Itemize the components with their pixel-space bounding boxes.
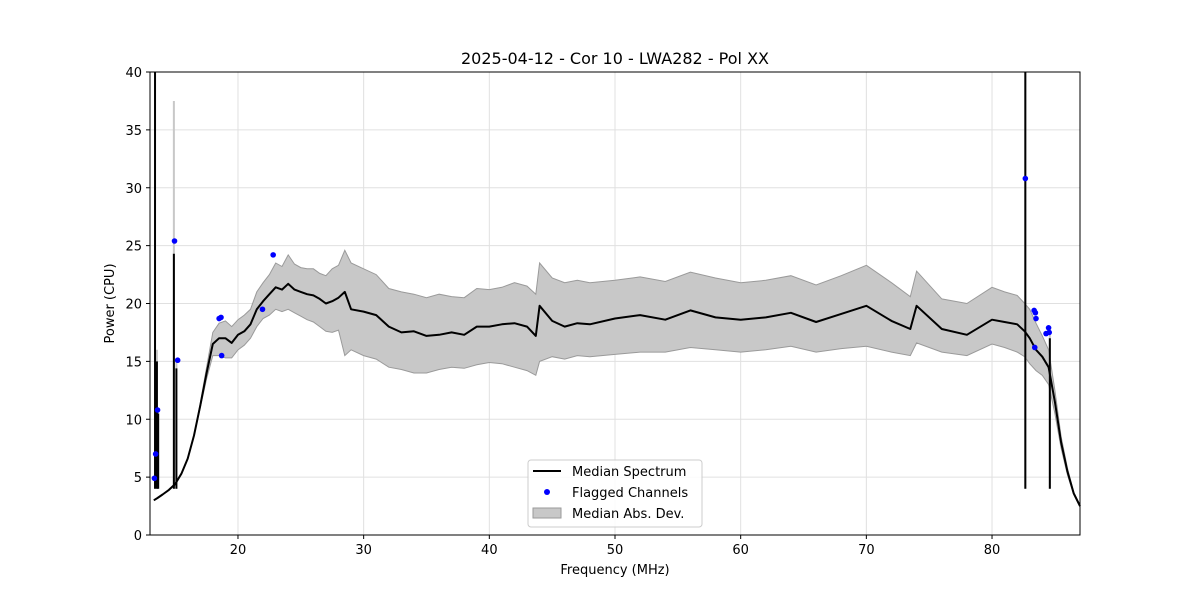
x-tick-label: 40: [481, 543, 498, 558]
flagged-channel-point: [171, 238, 178, 244]
flagged-channel-point: [1032, 309, 1039, 316]
y-tick-label: 40: [125, 66, 142, 81]
flagged-channel-point: [218, 352, 225, 359]
chart-title: 2025-04-12 - Cor 10 - LWA282 - Pol XX: [461, 49, 769, 68]
y-tick-label: 5: [134, 471, 142, 486]
y-tick-label: 0: [134, 529, 142, 544]
flagged-channel-point: [270, 252, 276, 258]
y-tick-label: 20: [125, 298, 142, 313]
flagged-channel-point: [152, 451, 159, 457]
x-tick-label: 70: [858, 543, 875, 558]
x-axis-label: Frequency (MHz): [560, 563, 669, 578]
y-tick-label: 25: [125, 240, 142, 255]
legend-flagged-swatch: [544, 489, 550, 495]
flagged-channel-point: [151, 475, 158, 482]
flagged-channel-point: [1033, 315, 1039, 322]
y-tick-label: 35: [125, 124, 142, 139]
legend-mad-swatch: [532, 507, 562, 519]
legend: Median Spectrum Flagged Channels Median …: [527, 459, 703, 528]
x-tick-label: 30: [355, 543, 372, 558]
flagged-channel-point: [1031, 344, 1038, 351]
x-tick-label: 60: [732, 543, 749, 558]
flagged-channel-point: [218, 314, 224, 321]
x-tick-label: 20: [230, 543, 247, 558]
x-axis-ticks: 20 30 40 50 60 70 80: [230, 535, 1001, 558]
median-line-layer: [153, 72, 1081, 507]
flagged-channel-point: [259, 306, 266, 313]
y-tick-label: 15: [125, 355, 142, 370]
legend-flagged-label: Flagged Channels: [572, 486, 688, 501]
legend-mad-label: Median Abs. Dev.: [572, 507, 684, 522]
flagged-channel-point: [1022, 175, 1029, 182]
y-tick-label: 30: [125, 182, 142, 197]
legend-median-label: Median Spectrum: [572, 465, 686, 480]
flagged-channel-point: [174, 357, 181, 364]
flagged-channel-point: [1046, 329, 1053, 336]
y-tick-label: 10: [125, 413, 142, 428]
median-spectrum-line: [153, 282, 1081, 507]
y-axis-ticks: 0 5 10 15 20 25 30 35 40: [125, 66, 150, 544]
flagged-channel-point: [154, 407, 161, 413]
x-tick-label: 80: [984, 543, 1001, 558]
flagged-channel-point: [1045, 325, 1052, 331]
legend-box: [527, 459, 703, 528]
y-axis-label: Power (CPU): [103, 263, 118, 343]
flagged-points-layer: [151, 175, 1053, 482]
x-tick-label: 50: [607, 543, 624, 558]
